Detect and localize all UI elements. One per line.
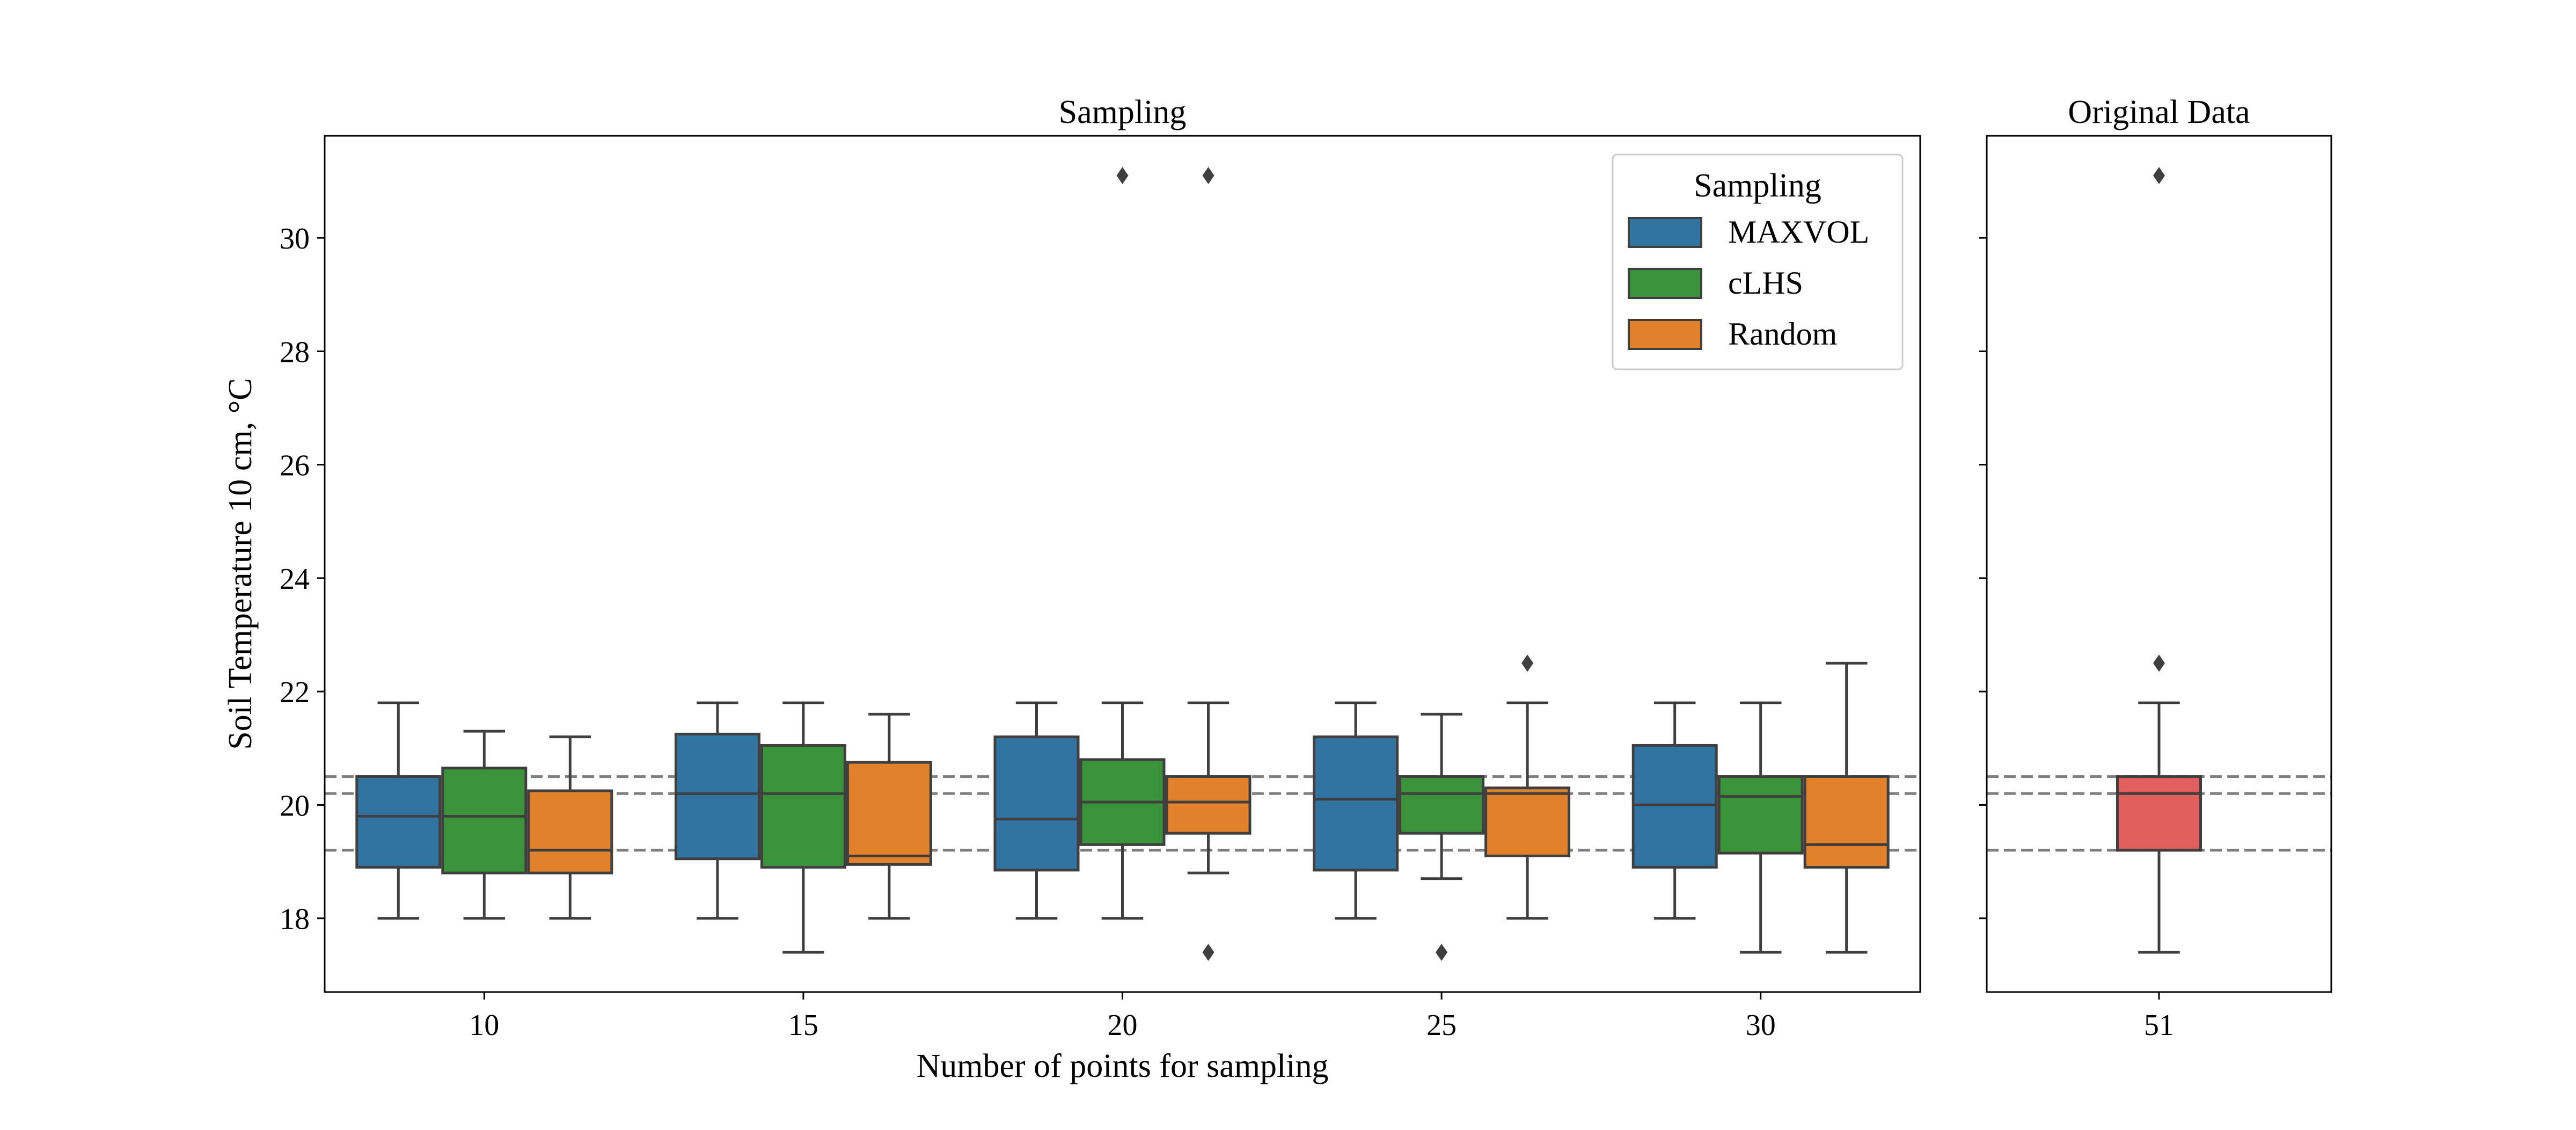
outlier-point xyxy=(2153,654,2165,672)
legend-swatch-clhs xyxy=(1628,268,1702,299)
box-iqr xyxy=(1484,786,1571,857)
box-clhs-15 xyxy=(760,701,846,954)
x-tick-label: 20 xyxy=(1108,1009,1138,1042)
legend-swatch-random xyxy=(1628,319,1702,350)
axes-layer xyxy=(317,135,2332,1000)
outlier-point xyxy=(1116,166,1129,184)
legend-label-maxvol: MAXVOL xyxy=(1728,214,1869,250)
box-clhs-25 xyxy=(1399,712,1485,961)
y-tick-label: 18 xyxy=(280,903,310,936)
text-layer: 18 20 22 24 26 28 30 10 15 20 25 30 Sampling Number o… xyxy=(222,94,2250,1084)
panel-title: Original Data xyxy=(2068,94,2250,130)
outlier-point xyxy=(2153,166,2165,184)
outlier-point xyxy=(1436,944,1448,961)
y-tick-label: 24 xyxy=(280,563,310,596)
box-iqr xyxy=(1399,775,1485,835)
box-random-10 xyxy=(527,735,613,920)
box-iqr xyxy=(674,732,760,861)
x-tick-label: 25 xyxy=(1426,1009,1457,1042)
box-maxvol-20 xyxy=(993,701,1080,920)
legend-frame xyxy=(1612,154,1904,370)
outlier-point xyxy=(1521,654,1534,672)
y-tick-label: 26 xyxy=(280,449,310,483)
outlier-point xyxy=(1202,166,1214,184)
legend: Sampling MAXVOL cLHS Random xyxy=(1612,154,1904,370)
x-tick-label: 10 xyxy=(469,1009,499,1042)
x-tick-label: 51 xyxy=(2144,1009,2174,1042)
legend-swatch-maxvol xyxy=(1628,217,1702,248)
box-maxvol-15 xyxy=(674,701,760,920)
box-random-25 xyxy=(1484,654,1571,920)
box-iqr xyxy=(846,761,932,866)
legend-label-clhs: cLHS xyxy=(1728,265,1803,301)
legend-label-random: Random xyxy=(1728,316,1837,352)
box-clhs-20 xyxy=(1079,166,1166,920)
panel-title: Sampling xyxy=(1059,94,1187,130)
box-iqr xyxy=(1631,744,1718,869)
box-iqr xyxy=(760,744,846,869)
y-tick-label: 20 xyxy=(280,789,310,822)
box-maxvol-30 xyxy=(1631,701,1718,920)
y-tick-label: 22 xyxy=(280,676,310,709)
y-tick-label: 28 xyxy=(280,336,310,369)
box-random-30 xyxy=(1803,661,1890,954)
box-iqr xyxy=(1165,775,1252,835)
box-random-15 xyxy=(846,712,932,920)
box-maxvol-25 xyxy=(1313,701,1399,920)
legend-title: Sampling xyxy=(1694,167,1821,204)
box-iqr xyxy=(441,767,528,874)
box-maxvol-10 xyxy=(355,701,442,920)
boxes-layer xyxy=(355,166,2202,961)
outlier-point xyxy=(1202,944,1214,961)
x-tick-label: 15 xyxy=(788,1009,818,1042)
box-iqr xyxy=(1803,775,1890,869)
y-axis-label: Soil Temperature 10 cm, °C xyxy=(222,378,259,750)
box-clhs-10 xyxy=(441,730,528,920)
box-clhs-30 xyxy=(1717,701,1804,954)
x-axis-label: Number of points for sampling xyxy=(916,1048,1328,1084)
box-iqr xyxy=(355,775,442,869)
box-iqr xyxy=(527,789,613,874)
box-random-20 xyxy=(1165,166,1252,961)
box-original-51 xyxy=(2116,166,2202,954)
box-iqr xyxy=(1313,735,1399,872)
y-tick-label: 30 xyxy=(280,222,310,256)
box-iqr xyxy=(1717,775,1804,855)
box-iqr xyxy=(2116,775,2202,852)
box-iqr xyxy=(993,735,1080,872)
x-tick-label: 30 xyxy=(1746,1009,1776,1042)
